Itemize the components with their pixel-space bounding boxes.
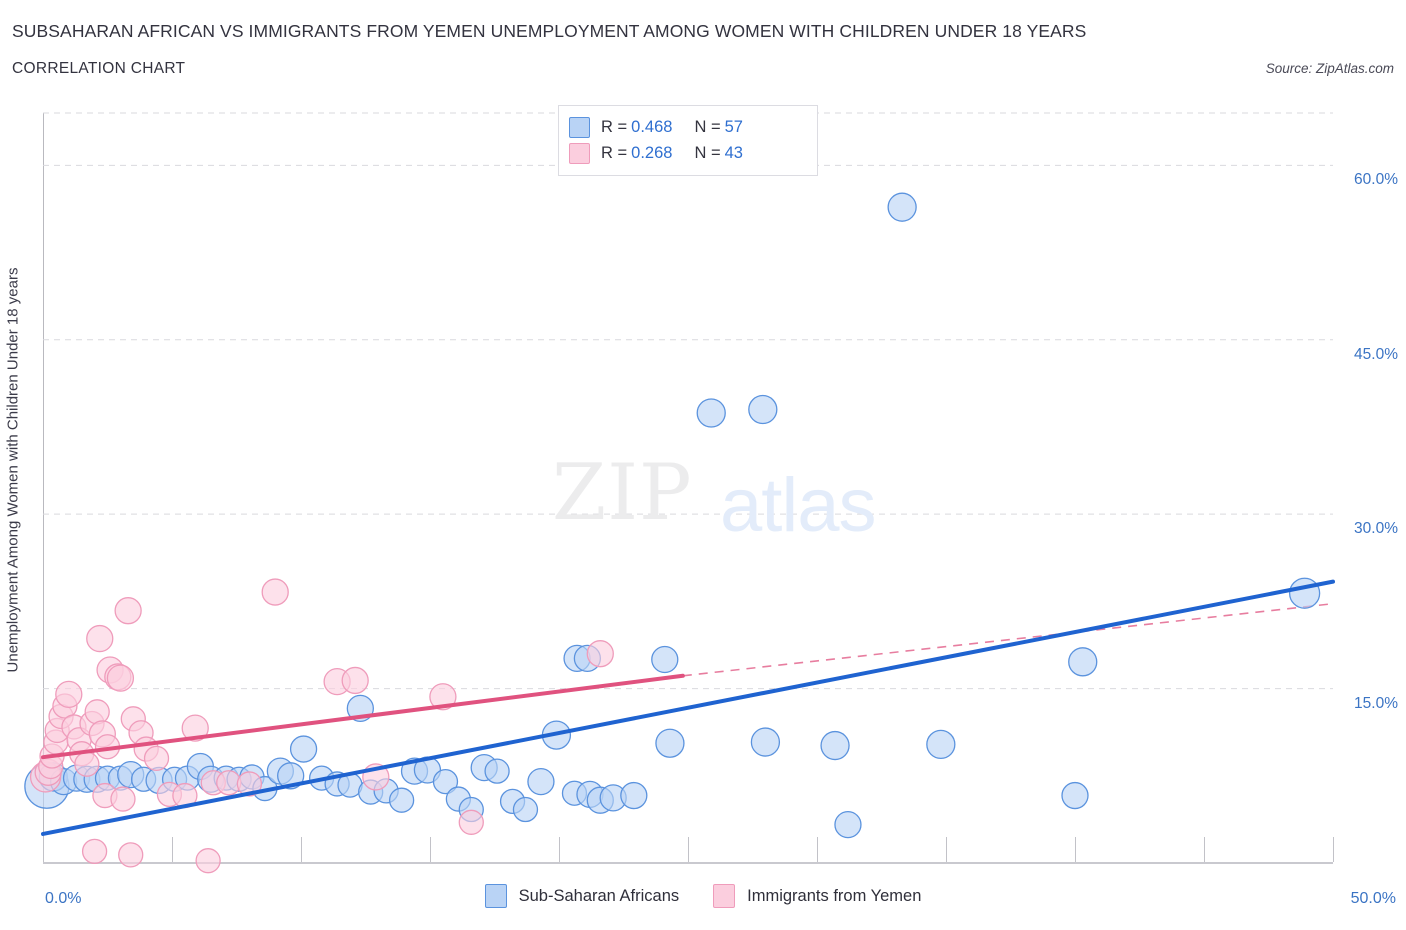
data-point[interactable]: [1068, 647, 1098, 677]
data-point[interactable]: [236, 771, 263, 797]
legend-item-immigrants-from-yemen[interactable]: Immigrants from Yemen: [713, 884, 921, 908]
plot-area: [24, 112, 1335, 874]
trend-line-extension-immigrants-from-yemen: [682, 602, 1334, 677]
x-tick-mark: [1204, 837, 1205, 862]
data-point[interactable]: [750, 727, 781, 757]
y-axis-title: Unemployment Among Women with Children U…: [0, 0, 26, 930]
trend-line-immigrants-from-yemen: [41, 673, 685, 760]
data-point[interactable]: [834, 810, 862, 839]
stats-row-blue: R = 0.468 N = 57: [569, 114, 807, 140]
data-point[interactable]: [1061, 781, 1089, 810]
data-point[interactable]: [106, 664, 135, 692]
legend-label-sub-saharan-africans: Sub-Saharan Africans: [518, 886, 680, 905]
data-point[interactable]: [527, 767, 555, 796]
legend-swatch-pink-icon: [713, 884, 736, 908]
n-value-blue: 57: [724, 117, 743, 136]
y-tick-label: 15.0%: [1354, 694, 1398, 712]
x-tick-mark: [43, 837, 44, 862]
data-point[interactable]: [655, 728, 685, 758]
correlation-stats-box: R = 0.468 N = 57 R = 0.268 N = 43: [558, 105, 818, 176]
x-tick-mark: [301, 837, 302, 862]
x-tick-mark: [946, 837, 947, 862]
data-point[interactable]: [651, 645, 679, 674]
x-tick-mark: [559, 837, 560, 862]
r-value-pink: 0.268: [631, 143, 673, 162]
r-label-blue: R =: [601, 117, 628, 136]
data-point[interactable]: [1288, 577, 1321, 609]
data-point[interactable]: [181, 714, 209, 742]
data-point[interactable]: [887, 192, 917, 222]
page-title: SUBSAHARAN AFRICAN VS IMMIGRANTS FROM YE…: [12, 21, 1087, 41]
data-point[interactable]: [696, 398, 726, 428]
data-point[interactable]: [926, 729, 956, 760]
data-point[interactable]: [289, 735, 318, 763]
data-point[interactable]: [388, 787, 415, 813]
data-point[interactable]: [484, 758, 510, 784]
n-label-blue: N =: [694, 117, 721, 136]
data-point[interactable]: [429, 683, 457, 711]
data-point[interactable]: [458, 809, 484, 835]
data-point[interactable]: [748, 394, 778, 425]
scatter-plot-canvas: [24, 112, 1335, 874]
legend-swatch-blue-icon: [484, 884, 507, 908]
r-label-pink: R =: [601, 143, 628, 162]
x-tick-mark: [172, 837, 173, 862]
series-swatch-blue-icon: [569, 116, 590, 138]
y-tick-label: 45.0%: [1354, 345, 1398, 363]
y-tick-label: 60.0%: [1354, 171, 1398, 189]
data-point[interactable]: [110, 786, 136, 812]
data-point[interactable]: [74, 751, 100, 777]
trend-line-sub-saharan-africans: [41, 579, 1335, 836]
data-point[interactable]: [143, 745, 170, 771]
source-label: Source: ZipAtlas.com: [1265, 61, 1394, 76]
x-tick-mark: [430, 837, 431, 862]
series-swatch-pink-icon: [569, 142, 590, 164]
y-axis-line: [43, 113, 44, 863]
data-point[interactable]: [620, 781, 648, 810]
x-tick-mark: [1333, 837, 1334, 862]
y-axis-title-text: Unemployment Among Women with Children U…: [4, 267, 22, 673]
data-point[interactable]: [432, 768, 459, 795]
legend-item-sub-saharan-africans[interactable]: Sub-Saharan Africans: [484, 884, 680, 908]
data-point[interactable]: [81, 838, 108, 865]
series-points-immigrants-from-yemen: [29, 578, 614, 874]
y-tick-label: 30.0%: [1354, 520, 1398, 538]
x-axis-min-label: 0.0%: [45, 890, 82, 907]
x-tick-mark: [688, 837, 689, 862]
data-point[interactable]: [512, 796, 539, 823]
series-points-sub-saharan-africans: [24, 192, 1321, 839]
data-point[interactable]: [84, 699, 110, 725]
data-point[interactable]: [86, 624, 114, 653]
data-point[interactable]: [261, 578, 289, 606]
data-point[interactable]: [118, 842, 144, 868]
r-value-blue: 0.468: [631, 117, 673, 136]
data-point[interactable]: [114, 597, 142, 625]
chart-subtitle: CORRELATION CHART: [12, 60, 186, 77]
data-point[interactable]: [820, 730, 850, 761]
data-point[interactable]: [341, 666, 369, 695]
legend-label-immigrants-from-yemen: Immigrants from Yemen: [747, 886, 922, 905]
x-axis-max-label: 50.0%: [1350, 890, 1396, 907]
x-tick-mark: [817, 837, 818, 862]
chart-legend: Sub-Saharan Africans Immigrants from Yem…: [0, 884, 1406, 908]
data-point[interactable]: [586, 640, 614, 668]
n-label-pink: N =: [694, 143, 721, 162]
data-point[interactable]: [195, 848, 221, 874]
data-point[interactable]: [55, 680, 83, 709]
stats-row-pink: R = 0.268 N = 43: [569, 140, 807, 166]
n-value-pink: 43: [724, 143, 743, 162]
x-axis-line: [43, 862, 1333, 864]
x-tick-mark: [1075, 837, 1076, 862]
